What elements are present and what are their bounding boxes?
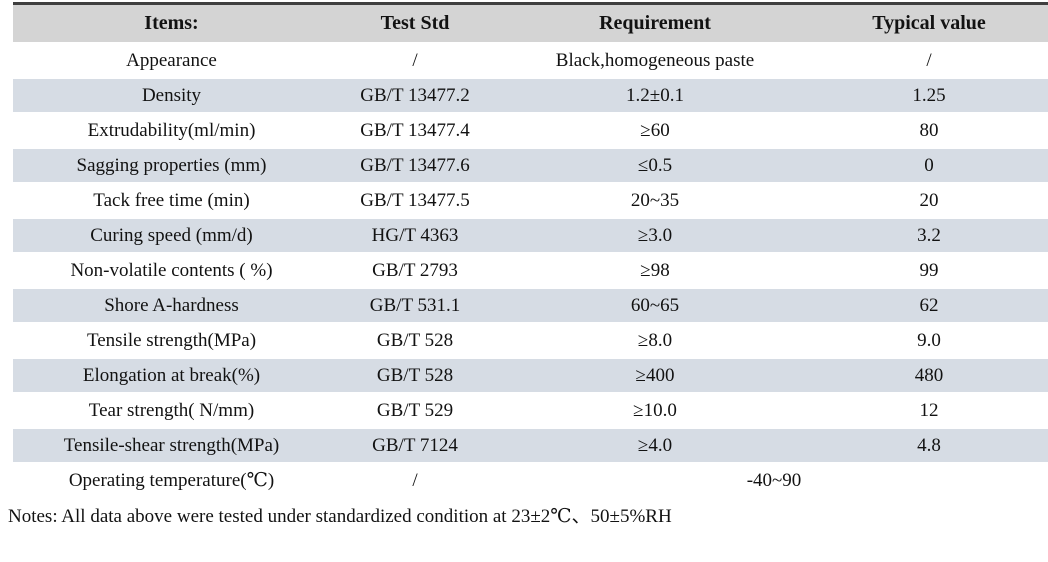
cell-requirement: 1.2±0.1: [500, 78, 810, 114]
cell-item: Shore A-hardness: [13, 288, 330, 324]
cell-item: Tear strength( N/mm): [13, 393, 330, 429]
cell-test-std: GB/T 528: [330, 323, 500, 359]
cell-test-std: /: [330, 43, 500, 79]
cell-test-std: HG/T 4363: [330, 218, 500, 254]
table-row: Curing speed (mm/d) HG/T 4363 ≥3.0 3.2: [13, 218, 1048, 254]
table-row: Extrudability(ml/min) GB/T 13477.4 ≥60 80: [13, 113, 1048, 149]
cell-typical-value: 1.25: [810, 78, 1048, 114]
cell-item: Sagging properties (mm): [13, 148, 330, 184]
cell-typical-value: 80: [810, 113, 1048, 149]
cell-item: Tack free time (min): [13, 183, 330, 219]
cell-test-std: GB/T 531.1: [330, 288, 500, 324]
cell-requirement: ≥10.0: [500, 393, 810, 429]
cell-requirement: ≥60: [500, 113, 810, 149]
cell-test-std: GB/T 2793: [330, 253, 500, 289]
notes-text: Notes: All data above were tested under …: [8, 506, 672, 527]
cell-test-std: GB/T 13477.5: [330, 183, 500, 219]
cell-test-std: GB/T 7124: [330, 428, 500, 464]
cell-item: Curing speed (mm/d): [13, 218, 330, 254]
cell-test-std: GB/T 529: [330, 393, 500, 429]
cell-item: Extrudability(ml/min): [13, 113, 330, 149]
cell-requirement: -40~90: [500, 463, 1048, 499]
cell-typical-value: 99: [810, 253, 1048, 289]
cell-requirement: ≥3.0: [500, 218, 810, 254]
cell-test-std: GB/T 528: [330, 358, 500, 394]
table-row: Operating temperature(℃) / -40~90: [13, 463, 1048, 499]
table-row: Tensile-shear strength(MPa) GB/T 7124 ≥4.0…: [13, 428, 1048, 464]
table-row: Tear strength( N/mm) GB/T 529 ≥10.0 12: [13, 393, 1048, 429]
cell-typical-value: 0: [810, 148, 1048, 184]
cell-requirement: ≥400: [500, 358, 810, 394]
cell-typical-value: 12: [810, 393, 1048, 429]
cell-test-std: GB/T 13477.2: [330, 78, 500, 114]
cell-requirement: ≤0.5: [500, 148, 810, 184]
cell-item: Density: [13, 78, 330, 114]
table-row: Elongation at break(%) GB/T 528 ≥400 480: [13, 358, 1048, 394]
header-typical-value: Typical value: [810, 3, 1048, 44]
cell-typical-value: 9.0: [810, 323, 1048, 359]
table-row: Appearance / Black,homogeneous paste /: [13, 43, 1048, 79]
cell-requirement: Black,homogeneous paste: [500, 43, 810, 79]
cell-item: Operating temperature(℃): [13, 463, 330, 499]
table-row: Sagging properties (mm) GB/T 13477.6 ≤0.5 0: [13, 148, 1048, 184]
cell-typical-value: 480: [810, 358, 1048, 394]
table-row: Shore A-hardness GB/T 531.1 60~65 62: [13, 288, 1048, 324]
cell-typical-value: 4.8: [810, 428, 1048, 464]
cell-test-std: /: [330, 463, 500, 499]
cell-item: Tensile strength(MPa): [13, 323, 330, 359]
cell-requirement: ≥98: [500, 253, 810, 289]
cell-item: Appearance: [13, 43, 330, 79]
cell-test-std: GB/T 13477.6: [330, 148, 500, 184]
cell-item: Non-volatile contents ( %): [13, 253, 330, 289]
cell-typical-value: /: [810, 43, 1048, 79]
cell-requirement: ≥8.0: [500, 323, 810, 359]
cell-test-std: GB/T 13477.4: [330, 113, 500, 149]
cell-requirement: ≥4.0: [500, 428, 810, 464]
table-row: Tack free time (min) GB/T 13477.5 20~35 20: [13, 183, 1048, 219]
cell-typical-value: 62: [810, 288, 1048, 324]
table-row: Non-volatile contents ( %) GB/T 2793 ≥98 99: [13, 253, 1048, 289]
cell-item: Elongation at break(%): [13, 358, 330, 394]
table-header-row: Items: Test Std Requirement Typical valu…: [13, 3, 1048, 44]
table-row: Density GB/T 13477.2 1.2±0.1 1.25: [13, 78, 1048, 114]
cell-requirement: 60~65: [500, 288, 810, 324]
cell-item: Tensile-shear strength(MPa): [13, 428, 330, 464]
cell-typical-value: 3.2: [810, 218, 1048, 254]
spec-table: Items: Test Std Requirement Typical valu…: [13, 2, 1048, 499]
table-row: Tensile strength(MPa) GB/T 528 ≥8.0 9.0: [13, 323, 1048, 359]
cell-requirement: 20~35: [500, 183, 810, 219]
header-test-std: Test Std: [330, 3, 500, 44]
header-items: Items:: [13, 3, 330, 44]
header-requirement: Requirement: [500, 3, 810, 44]
cell-typical-value: 20: [810, 183, 1048, 219]
